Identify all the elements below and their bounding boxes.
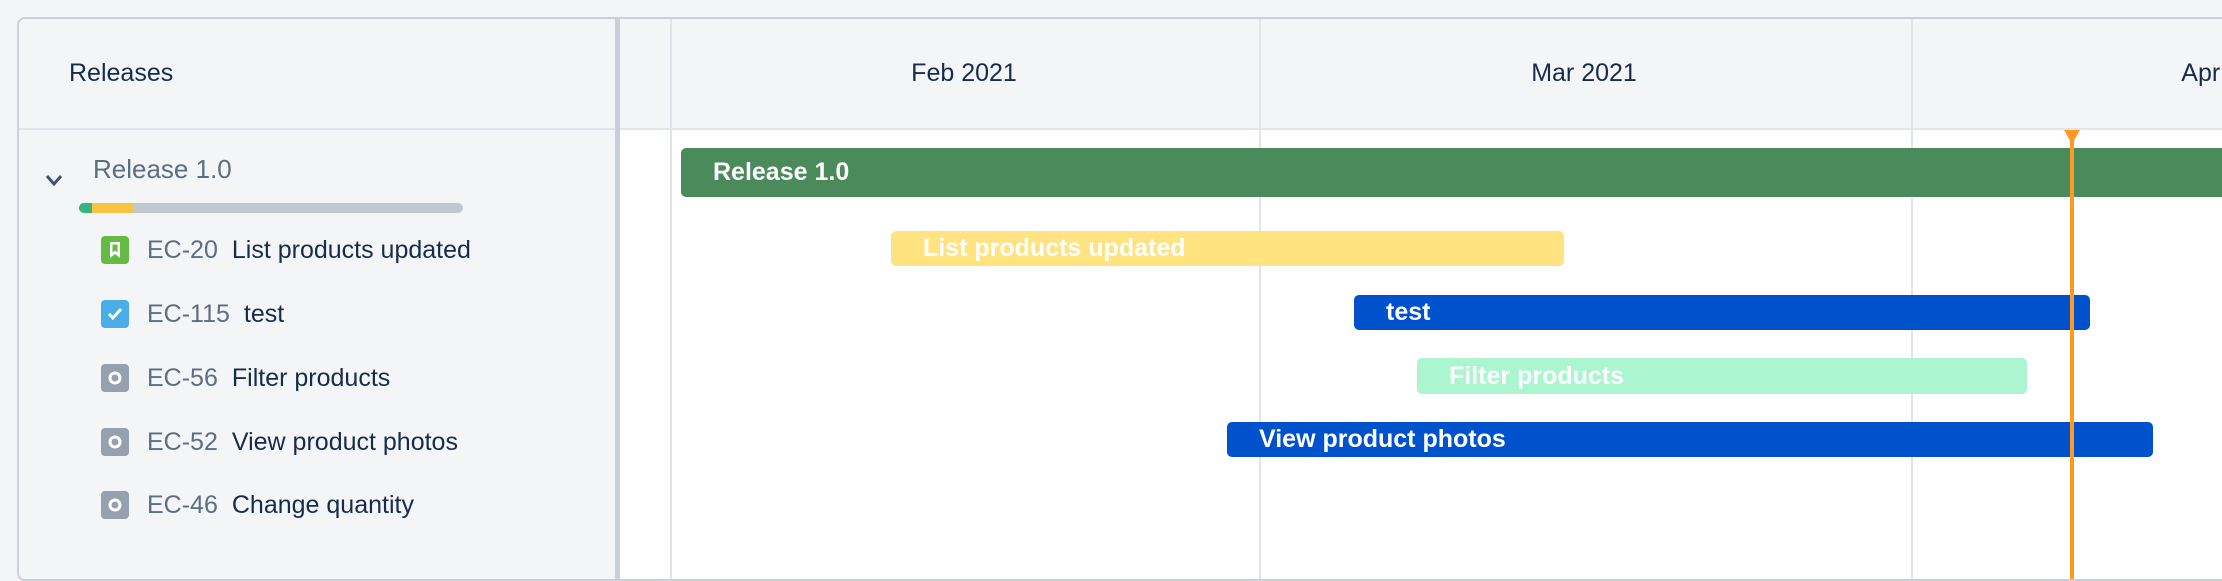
issue-row[interactable]: EC-46 Change quantity xyxy=(101,488,414,522)
issue-title: test xyxy=(243,299,285,328)
issue-row[interactable]: EC-52 View product photos xyxy=(101,425,458,459)
task-checkbox-icon xyxy=(101,300,129,328)
month-label: Apr 2021 xyxy=(2181,59,2222,87)
bar-label: View product photos xyxy=(1259,425,1506,453)
story-icon xyxy=(101,236,129,264)
issue-row[interactable]: EC-56 Filter products xyxy=(101,361,390,395)
sidebar-header: Releases xyxy=(19,19,615,130)
release-progress-bar xyxy=(79,203,463,213)
grid-line xyxy=(1259,19,1261,579)
issue-key[interactable]: EC-52 xyxy=(147,427,218,456)
release-bar[interactable]: Release 1.0 xyxy=(681,148,2222,197)
issue-bar[interactable]: List products updated xyxy=(891,231,1564,266)
release-name[interactable]: Release 1.0 xyxy=(93,154,232,184)
bar-label: test xyxy=(1386,298,1431,326)
timeline: Feb 2021 Mar 2021 Apr 2021 Release 1.0 L… xyxy=(620,19,2222,579)
today-line xyxy=(2070,130,2074,579)
issue-bar[interactable]: Filter products xyxy=(1417,358,2027,394)
subtask-icon xyxy=(101,491,129,519)
issue-key[interactable]: EC-46 xyxy=(147,490,218,519)
issue-title: View product photos xyxy=(231,427,458,456)
grid-line xyxy=(670,19,672,579)
issue-key[interactable]: EC-20 xyxy=(147,235,218,264)
bar-label: List products updated xyxy=(923,234,1186,262)
issue-row[interactable]: EC-115 test xyxy=(101,297,284,331)
issue-title: Change quantity xyxy=(231,490,414,519)
subtask-icon xyxy=(101,364,129,392)
bar-label: Filter products xyxy=(1449,361,1625,390)
issue-key[interactable]: EC-56 xyxy=(147,363,218,392)
issue-title: List products updated xyxy=(231,235,471,264)
issue-key[interactable]: EC-115 xyxy=(147,299,230,328)
chevron-down-icon[interactable] xyxy=(43,169,65,191)
sidebar-header-title: Releases xyxy=(69,59,174,87)
month-label: Feb 2021 xyxy=(911,59,1017,87)
timeline-header xyxy=(620,19,2222,130)
releases-sidebar: Releases Release 1.0 EC-20 List products… xyxy=(19,19,620,579)
subtask-icon xyxy=(101,428,129,456)
month-label: Mar 2021 xyxy=(1531,59,1637,87)
issue-row[interactable]: EC-20 List products updated xyxy=(101,233,471,267)
roadmap-panel: Releases Release 1.0 EC-20 List products… xyxy=(17,17,2222,581)
issue-bar[interactable]: View product photos xyxy=(1227,422,2153,457)
issue-bar[interactable]: test xyxy=(1354,295,2090,330)
issue-title: Filter products xyxy=(231,363,391,392)
bar-label: Release 1.0 xyxy=(713,158,850,186)
